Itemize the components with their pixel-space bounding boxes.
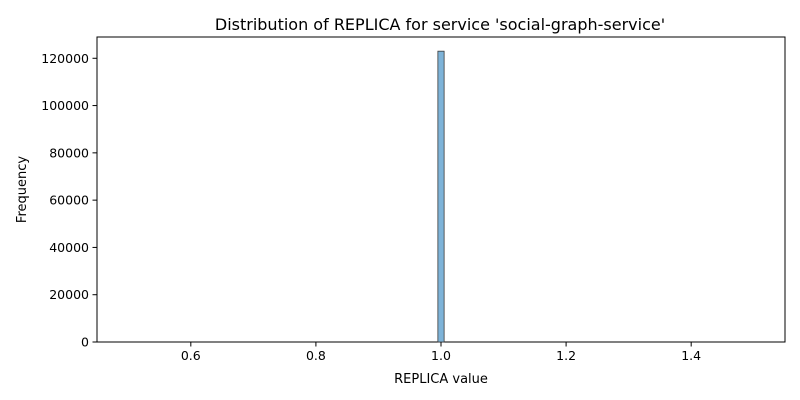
x-tick-label: 0.6 (181, 348, 201, 363)
y-tick-label: 40000 (49, 240, 89, 255)
y-axis: 0 20000 40000 60000 80000 100000 120000 (41, 51, 97, 350)
y-axis-label: Frequency (15, 156, 30, 223)
x-tick-label: 0.8 (306, 348, 326, 363)
x-axis-label: REPLICA value (394, 372, 488, 387)
y-tick-label: 120000 (41, 51, 89, 66)
bars-group (437, 50, 445, 343)
plot-area (96, 36, 786, 343)
chart-title: Distribution of REPLICA for service 'soc… (215, 15, 665, 34)
y-tick-label: 60000 (49, 193, 89, 208)
y-tick-label: 20000 (49, 287, 89, 302)
y-tick-label: 0 (81, 335, 89, 350)
x-axis: 0.6 0.8 1.0 1.2 1.4 (181, 342, 701, 363)
histogram-bar (437, 50, 445, 343)
y-tick-label: 100000 (41, 98, 89, 113)
x-tick-label: 1.4 (681, 348, 701, 363)
x-tick-label: 1.0 (431, 348, 451, 363)
y-tick-label: 80000 (49, 145, 89, 160)
x-tick-label: 1.2 (556, 348, 576, 363)
